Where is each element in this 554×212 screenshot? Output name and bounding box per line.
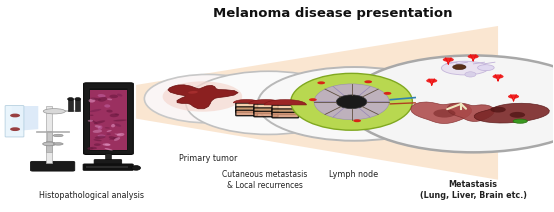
Ellipse shape	[114, 123, 121, 127]
Ellipse shape	[106, 130, 112, 132]
Ellipse shape	[117, 133, 125, 136]
Ellipse shape	[93, 130, 102, 133]
Ellipse shape	[90, 147, 97, 149]
Text: Melanoma disease presentation: Melanoma disease presentation	[213, 7, 452, 20]
Polygon shape	[136, 26, 498, 180]
Circle shape	[443, 58, 454, 62]
Circle shape	[433, 109, 455, 118]
Circle shape	[493, 74, 504, 79]
Ellipse shape	[105, 148, 112, 151]
Ellipse shape	[43, 142, 56, 146]
Ellipse shape	[90, 120, 98, 124]
Ellipse shape	[109, 137, 119, 140]
FancyBboxPatch shape	[272, 112, 299, 118]
Ellipse shape	[117, 94, 122, 96]
Ellipse shape	[465, 72, 476, 77]
Bar	[46, 141, 52, 152]
Ellipse shape	[110, 113, 119, 117]
Polygon shape	[411, 102, 471, 124]
Bar	[86, 166, 128, 167]
Ellipse shape	[336, 95, 367, 109]
FancyBboxPatch shape	[84, 83, 134, 154]
Ellipse shape	[88, 147, 94, 150]
Circle shape	[426, 79, 437, 83]
Polygon shape	[474, 103, 550, 123]
Ellipse shape	[113, 119, 127, 121]
Polygon shape	[447, 103, 494, 121]
Circle shape	[10, 127, 20, 131]
Circle shape	[510, 112, 525, 118]
FancyBboxPatch shape	[254, 108, 278, 113]
Bar	[75, 99, 80, 111]
Ellipse shape	[95, 125, 101, 128]
Ellipse shape	[114, 137, 120, 141]
Bar	[68, 99, 73, 111]
Ellipse shape	[102, 143, 110, 146]
Bar	[45, 110, 78, 111]
Circle shape	[353, 119, 361, 122]
Bar	[105, 153, 111, 161]
Ellipse shape	[478, 65, 494, 71]
Ellipse shape	[110, 95, 118, 98]
Text: Cutaneous metastasis
& Local recurrences: Cutaneous metastasis & Local recurrences	[222, 170, 307, 190]
Ellipse shape	[109, 136, 116, 140]
Polygon shape	[314, 86, 352, 102]
FancyBboxPatch shape	[272, 105, 299, 111]
Circle shape	[163, 81, 242, 112]
Ellipse shape	[75, 98, 81, 100]
Circle shape	[508, 94, 519, 99]
Ellipse shape	[68, 98, 74, 100]
Ellipse shape	[95, 136, 106, 139]
Ellipse shape	[88, 120, 93, 122]
Ellipse shape	[53, 143, 63, 145]
Polygon shape	[264, 100, 306, 105]
Text: Lymph node: Lymph node	[329, 170, 378, 179]
Circle shape	[365, 80, 372, 83]
Ellipse shape	[115, 134, 121, 135]
Ellipse shape	[132, 166, 141, 170]
Bar	[46, 106, 52, 163]
Ellipse shape	[43, 109, 65, 114]
Ellipse shape	[106, 133, 111, 135]
Bar	[35, 131, 69, 132]
Ellipse shape	[106, 110, 112, 113]
Circle shape	[346, 56, 554, 152]
Ellipse shape	[513, 119, 527, 123]
Polygon shape	[352, 102, 389, 117]
Text: Histopathological analysis: Histopathological analysis	[39, 191, 145, 200]
Ellipse shape	[105, 127, 110, 128]
Ellipse shape	[105, 144, 110, 145]
Text: Metastasis
(Lung, Liver, Brain etc.): Metastasis (Lung, Liver, Brain etc.)	[420, 180, 527, 200]
Circle shape	[258, 67, 451, 141]
FancyBboxPatch shape	[236, 107, 258, 112]
Bar	[90, 90, 127, 150]
FancyBboxPatch shape	[254, 104, 278, 110]
Ellipse shape	[98, 126, 102, 130]
Ellipse shape	[107, 98, 112, 100]
Circle shape	[468, 54, 479, 59]
Polygon shape	[233, 99, 260, 103]
Circle shape	[10, 114, 20, 117]
Polygon shape	[333, 84, 371, 102]
FancyBboxPatch shape	[5, 106, 24, 137]
Ellipse shape	[291, 73, 412, 130]
Ellipse shape	[111, 124, 115, 127]
Circle shape	[490, 107, 506, 113]
Polygon shape	[352, 86, 389, 102]
Circle shape	[453, 64, 466, 70]
Circle shape	[317, 81, 325, 84]
FancyBboxPatch shape	[272, 109, 299, 114]
FancyBboxPatch shape	[254, 111, 278, 117]
Ellipse shape	[90, 109, 101, 112]
Ellipse shape	[188, 91, 198, 94]
Bar	[89, 88, 129, 151]
Circle shape	[309, 98, 317, 101]
Ellipse shape	[53, 134, 63, 137]
Text: Primary tumor: Primary tumor	[179, 154, 237, 163]
Polygon shape	[249, 99, 283, 104]
FancyBboxPatch shape	[236, 103, 258, 109]
Circle shape	[186, 71, 352, 134]
Ellipse shape	[113, 137, 118, 138]
FancyBboxPatch shape	[83, 164, 134, 170]
